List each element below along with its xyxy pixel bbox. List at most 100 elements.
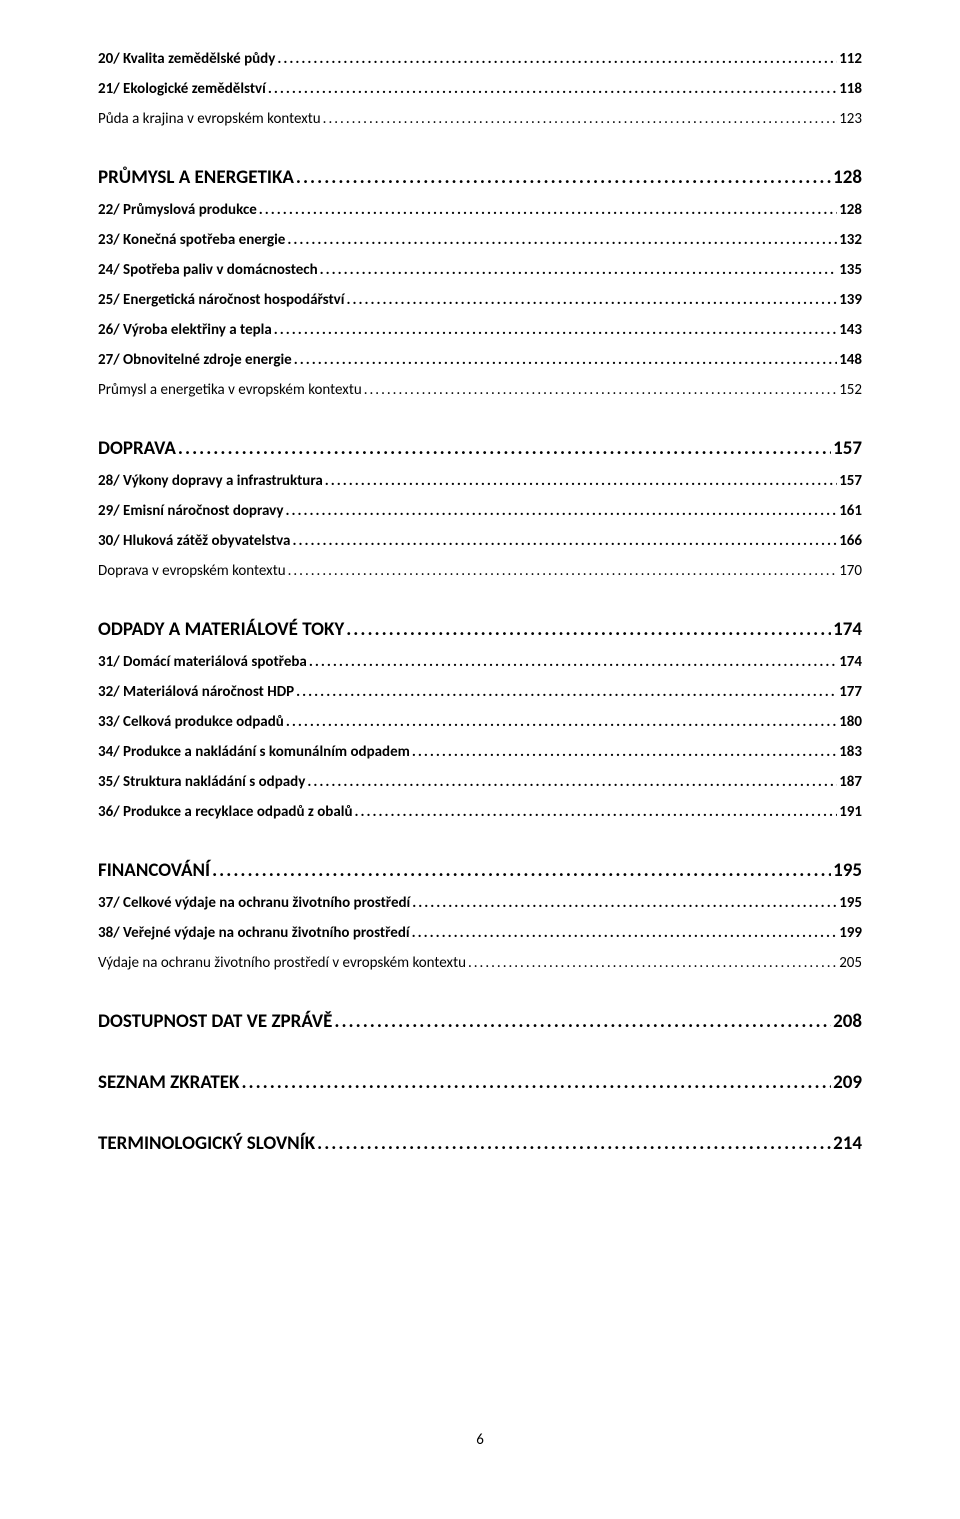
toc-entry-page: 157 [839, 472, 862, 490]
toc-entry-label: 30/ Hluková zátěž obyvatelstva [98, 532, 290, 550]
toc-entry-page: 152 [839, 381, 862, 399]
toc-entry: 25/ Energetická náročnost hospodářství..… [98, 291, 862, 309]
toc-leader: ........................................… [346, 618, 831, 641]
toc-entry-page: 170 [839, 562, 862, 580]
toc-entry-label: 36/ Produkce a recyklace odpadů z obalů [98, 803, 353, 821]
toc-entry-page: 123 [839, 110, 862, 128]
toc-entry: 27/ Obnovitelné zdroje energie..........… [98, 351, 862, 369]
toc-entry: 22/ Průmyslová produkce.................… [98, 201, 862, 219]
toc-leader: ........................................… [259, 201, 837, 219]
toc-leader: ........................................… [274, 321, 837, 339]
toc-entry-page: 199 [839, 924, 862, 942]
toc-entry-label: 28/ Výkony dopravy a infrastruktura [98, 472, 323, 490]
toc-entry: 26/ Výroba elektřiny a tepla............… [98, 321, 862, 339]
toc-entry: 21/ Ekologické zemědělství..............… [98, 80, 862, 98]
toc-entry: 36/ Produkce a recyklace odpadů z obalů.… [98, 803, 862, 821]
toc-entry-label: SEZNAM ZKRATEK [98, 1071, 239, 1094]
toc-entry-label: 20/ Kvalita zemědělské půdy [98, 50, 275, 68]
toc-entry: PRŮMYSL A ENERGETIKA....................… [98, 166, 862, 189]
toc-leader: ........................................… [296, 683, 837, 701]
toc-entry: DOSTUPNOST DAT VE ZPRÁVĚ................… [98, 1010, 862, 1033]
toc-entry: 28/ Výkony dopravy a infrastruktura.....… [98, 472, 862, 490]
toc-entry-label: 37/ Celkové výdaje na ochranu životního … [98, 894, 410, 912]
toc-leader: ........................................… [323, 110, 838, 128]
toc-leader: ........................................… [320, 261, 838, 279]
toc-entry-page: 183 [839, 743, 862, 761]
toc-entry: 31/ Domácí materiálová spotřeba.........… [98, 653, 862, 671]
toc-leader: ........................................… [325, 472, 837, 490]
toc-entry-label: PRŮMYSL A ENERGETIKA [98, 166, 294, 189]
toc-leader: ........................................… [178, 437, 831, 460]
toc-leader: ........................................… [277, 50, 837, 68]
toc-entry: 20/ Kvalita zemědělské půdy.............… [98, 50, 862, 68]
toc-leader: ........................................… [307, 773, 837, 791]
toc-entry: 33/ Celková produkce odpadů.............… [98, 713, 862, 731]
toc-entry-page: 177 [839, 683, 862, 701]
toc-entry-page: 128 [833, 166, 862, 189]
toc-entry: 35/ Struktura nakládání s odpady........… [98, 773, 862, 791]
toc-entry-page: 135 [839, 261, 862, 279]
toc-entry: 24/ Spotřeba paliv v domácnostech.......… [98, 261, 862, 279]
toc-entry: Doprava v evropském kontextu............… [98, 562, 862, 580]
toc-entry: 32/ Materiálová náročnost HDP...........… [98, 683, 862, 701]
toc-entry-label: 25/ Energetická náročnost hospodářství [98, 291, 344, 309]
toc-entry-label: Výdaje na ochranu životního prostředí v … [98, 954, 466, 972]
toc-entry-page: 187 [839, 773, 862, 791]
toc-leader: ........................................… [412, 894, 837, 912]
toc-leader: ........................................… [364, 381, 837, 399]
toc-entry-page: 112 [839, 50, 862, 68]
table-of-contents: 20/ Kvalita zemědělské půdy.............… [98, 50, 862, 1155]
toc-leader: ........................................… [294, 351, 837, 369]
toc-entry-page: 214 [833, 1132, 862, 1155]
toc-leader: ........................................… [268, 80, 837, 98]
toc-entry-label: 21/ Ekologické zemědělství [98, 80, 266, 98]
toc-entry-label: 22/ Průmyslová produkce [98, 201, 257, 219]
toc-entry-page: 209 [833, 1071, 862, 1094]
toc-entry: 37/ Celkové výdaje na ochranu životního … [98, 894, 862, 912]
toc-entry: FINANCOVÁNÍ.............................… [98, 859, 862, 882]
toc-entry-page: 166 [839, 532, 862, 550]
toc-leader: ........................................… [355, 803, 838, 821]
toc-entry-page: 128 [839, 201, 862, 219]
toc-entry-label: Půda a krajina v evropském kontextu [98, 110, 321, 128]
toc-leader: ........................................… [412, 924, 838, 942]
toc-entry: 23/ Konečná spotřeba energie............… [98, 231, 862, 249]
toc-entry-label: 38/ Veřejné výdaje na ochranu životního … [98, 924, 410, 942]
toc-entry-page: 118 [839, 80, 862, 98]
toc-leader: ........................................… [412, 743, 837, 761]
toc-leader: ........................................… [296, 166, 831, 189]
toc-entry-label: FINANCOVÁNÍ [98, 859, 210, 882]
toc-leader: ........................................… [212, 859, 831, 882]
toc-entry-label: 35/ Struktura nakládání s odpady [98, 773, 305, 791]
toc-entry-label: 31/ Domácí materiálová spotřeba [98, 653, 307, 671]
toc-entry-page: 191 [839, 803, 862, 821]
toc-leader: ........................................… [346, 291, 837, 309]
toc-entry-page: 143 [839, 321, 862, 339]
toc-entry-label: 34/ Produkce a nakládání s komunálním od… [98, 743, 410, 761]
toc-entry-label: ODPADY A MATERIÁLOVÉ TOKY [98, 618, 344, 641]
toc-entry-label: 29/ Emisní náročnost dopravy [98, 502, 284, 520]
toc-entry-page: 205 [839, 954, 862, 972]
toc-entry-page: 139 [839, 291, 862, 309]
toc-leader: ........................................… [286, 713, 837, 731]
toc-entry: 34/ Produkce a nakládání s komunálním od… [98, 743, 862, 761]
toc-entry-page: 157 [833, 437, 862, 460]
toc-entry: TERMINOLOGICKÝ SLOVNÍK..................… [98, 1132, 862, 1155]
toc-entry-label: 23/ Konečná spotřeba energie [98, 231, 285, 249]
toc-leader: ........................................… [292, 532, 837, 550]
toc-leader: ........................................… [317, 1132, 831, 1155]
toc-entry-label: DOSTUPNOST DAT VE ZPRÁVĚ [98, 1010, 332, 1033]
toc-entry-page: 132 [839, 231, 862, 249]
toc-entry-page: 180 [839, 713, 862, 731]
toc-leader: ........................................… [334, 1010, 831, 1033]
toc-leader: ........................................… [287, 231, 837, 249]
toc-entry-label: 32/ Materiálová náročnost HDP [98, 683, 294, 701]
toc-entry-label: Doprava v evropském kontextu [98, 562, 286, 580]
toc-entry: Průmysl a energetika v evropském kontext… [98, 381, 862, 399]
toc-entry: Půda a krajina v evropském kontextu.....… [98, 110, 862, 128]
toc-leader: ........................................… [241, 1071, 831, 1094]
toc-entry: 38/ Veřejné výdaje na ochranu životního … [98, 924, 862, 942]
toc-entry-label: TERMINOLOGICKÝ SLOVNÍK [98, 1132, 315, 1155]
toc-entry-page: 161 [839, 502, 862, 520]
toc-entry-label: 27/ Obnovitelné zdroje energie [98, 351, 292, 369]
